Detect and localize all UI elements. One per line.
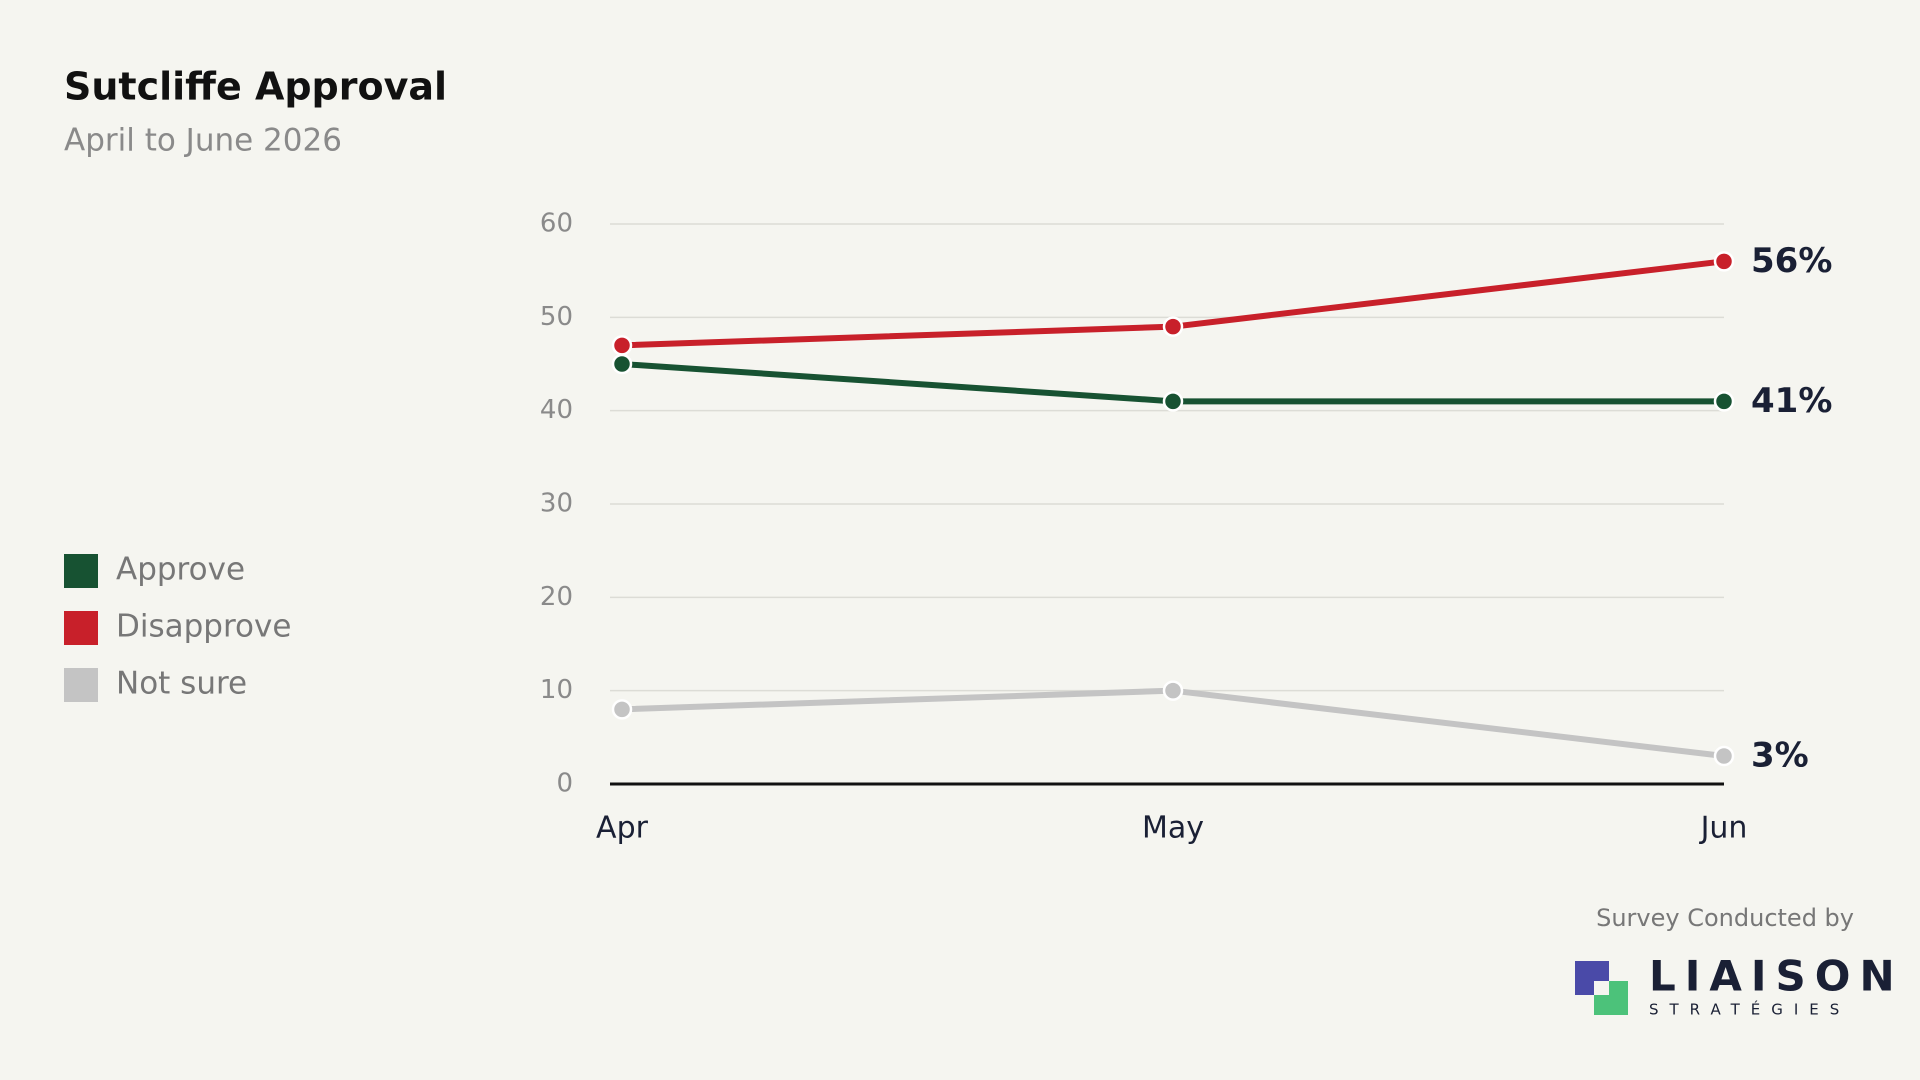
y-tick-label: 20 — [540, 582, 573, 612]
data-point — [1713, 391, 1735, 412]
data-label: 41% — [1751, 381, 1832, 421]
data-point — [1162, 316, 1184, 337]
y-tick-label: 50 — [540, 302, 573, 332]
legend-label: Approve — [116, 552, 245, 588]
logo-square — [1594, 981, 1609, 995]
legend-label: Not sure — [116, 666, 247, 702]
x-tick-label: Apr — [596, 811, 649, 846]
x-tick-label: Jun — [1699, 811, 1748, 846]
data-point — [611, 699, 633, 720]
data-point — [611, 335, 633, 356]
data-point — [1713, 745, 1735, 767]
data-label: 3% — [1751, 736, 1809, 776]
chart-subtitle: April to June 2026 — [64, 123, 342, 159]
y-tick-label: 0 — [556, 769, 573, 799]
data-point — [611, 353, 633, 375]
chart-title: Sutcliffe Approval — [64, 65, 447, 109]
logo: LIAISON STRATÉGIES — [1575, 952, 1904, 1019]
legend-label: Disapprove — [116, 609, 291, 645]
legend-swatch — [64, 611, 98, 645]
y-tick-label: 40 — [540, 395, 573, 425]
data-point — [1713, 251, 1735, 272]
data-point — [1162, 391, 1184, 412]
legend-swatch — [64, 554, 98, 588]
y-tick-label: 30 — [540, 489, 573, 519]
y-tick-label: 60 — [540, 209, 573, 239]
logo-name: LIAISON — [1649, 952, 1904, 1001]
x-tick-label: May — [1142, 811, 1204, 846]
data-label: 56% — [1751, 241, 1832, 281]
credit: Survey Conducted by — [1596, 904, 1854, 932]
data-point — [1162, 680, 1184, 701]
legend-swatch — [64, 668, 98, 702]
y-tick-label: 10 — [540, 675, 573, 705]
logo-sub: STRATÉGIES — [1649, 1000, 1850, 1019]
